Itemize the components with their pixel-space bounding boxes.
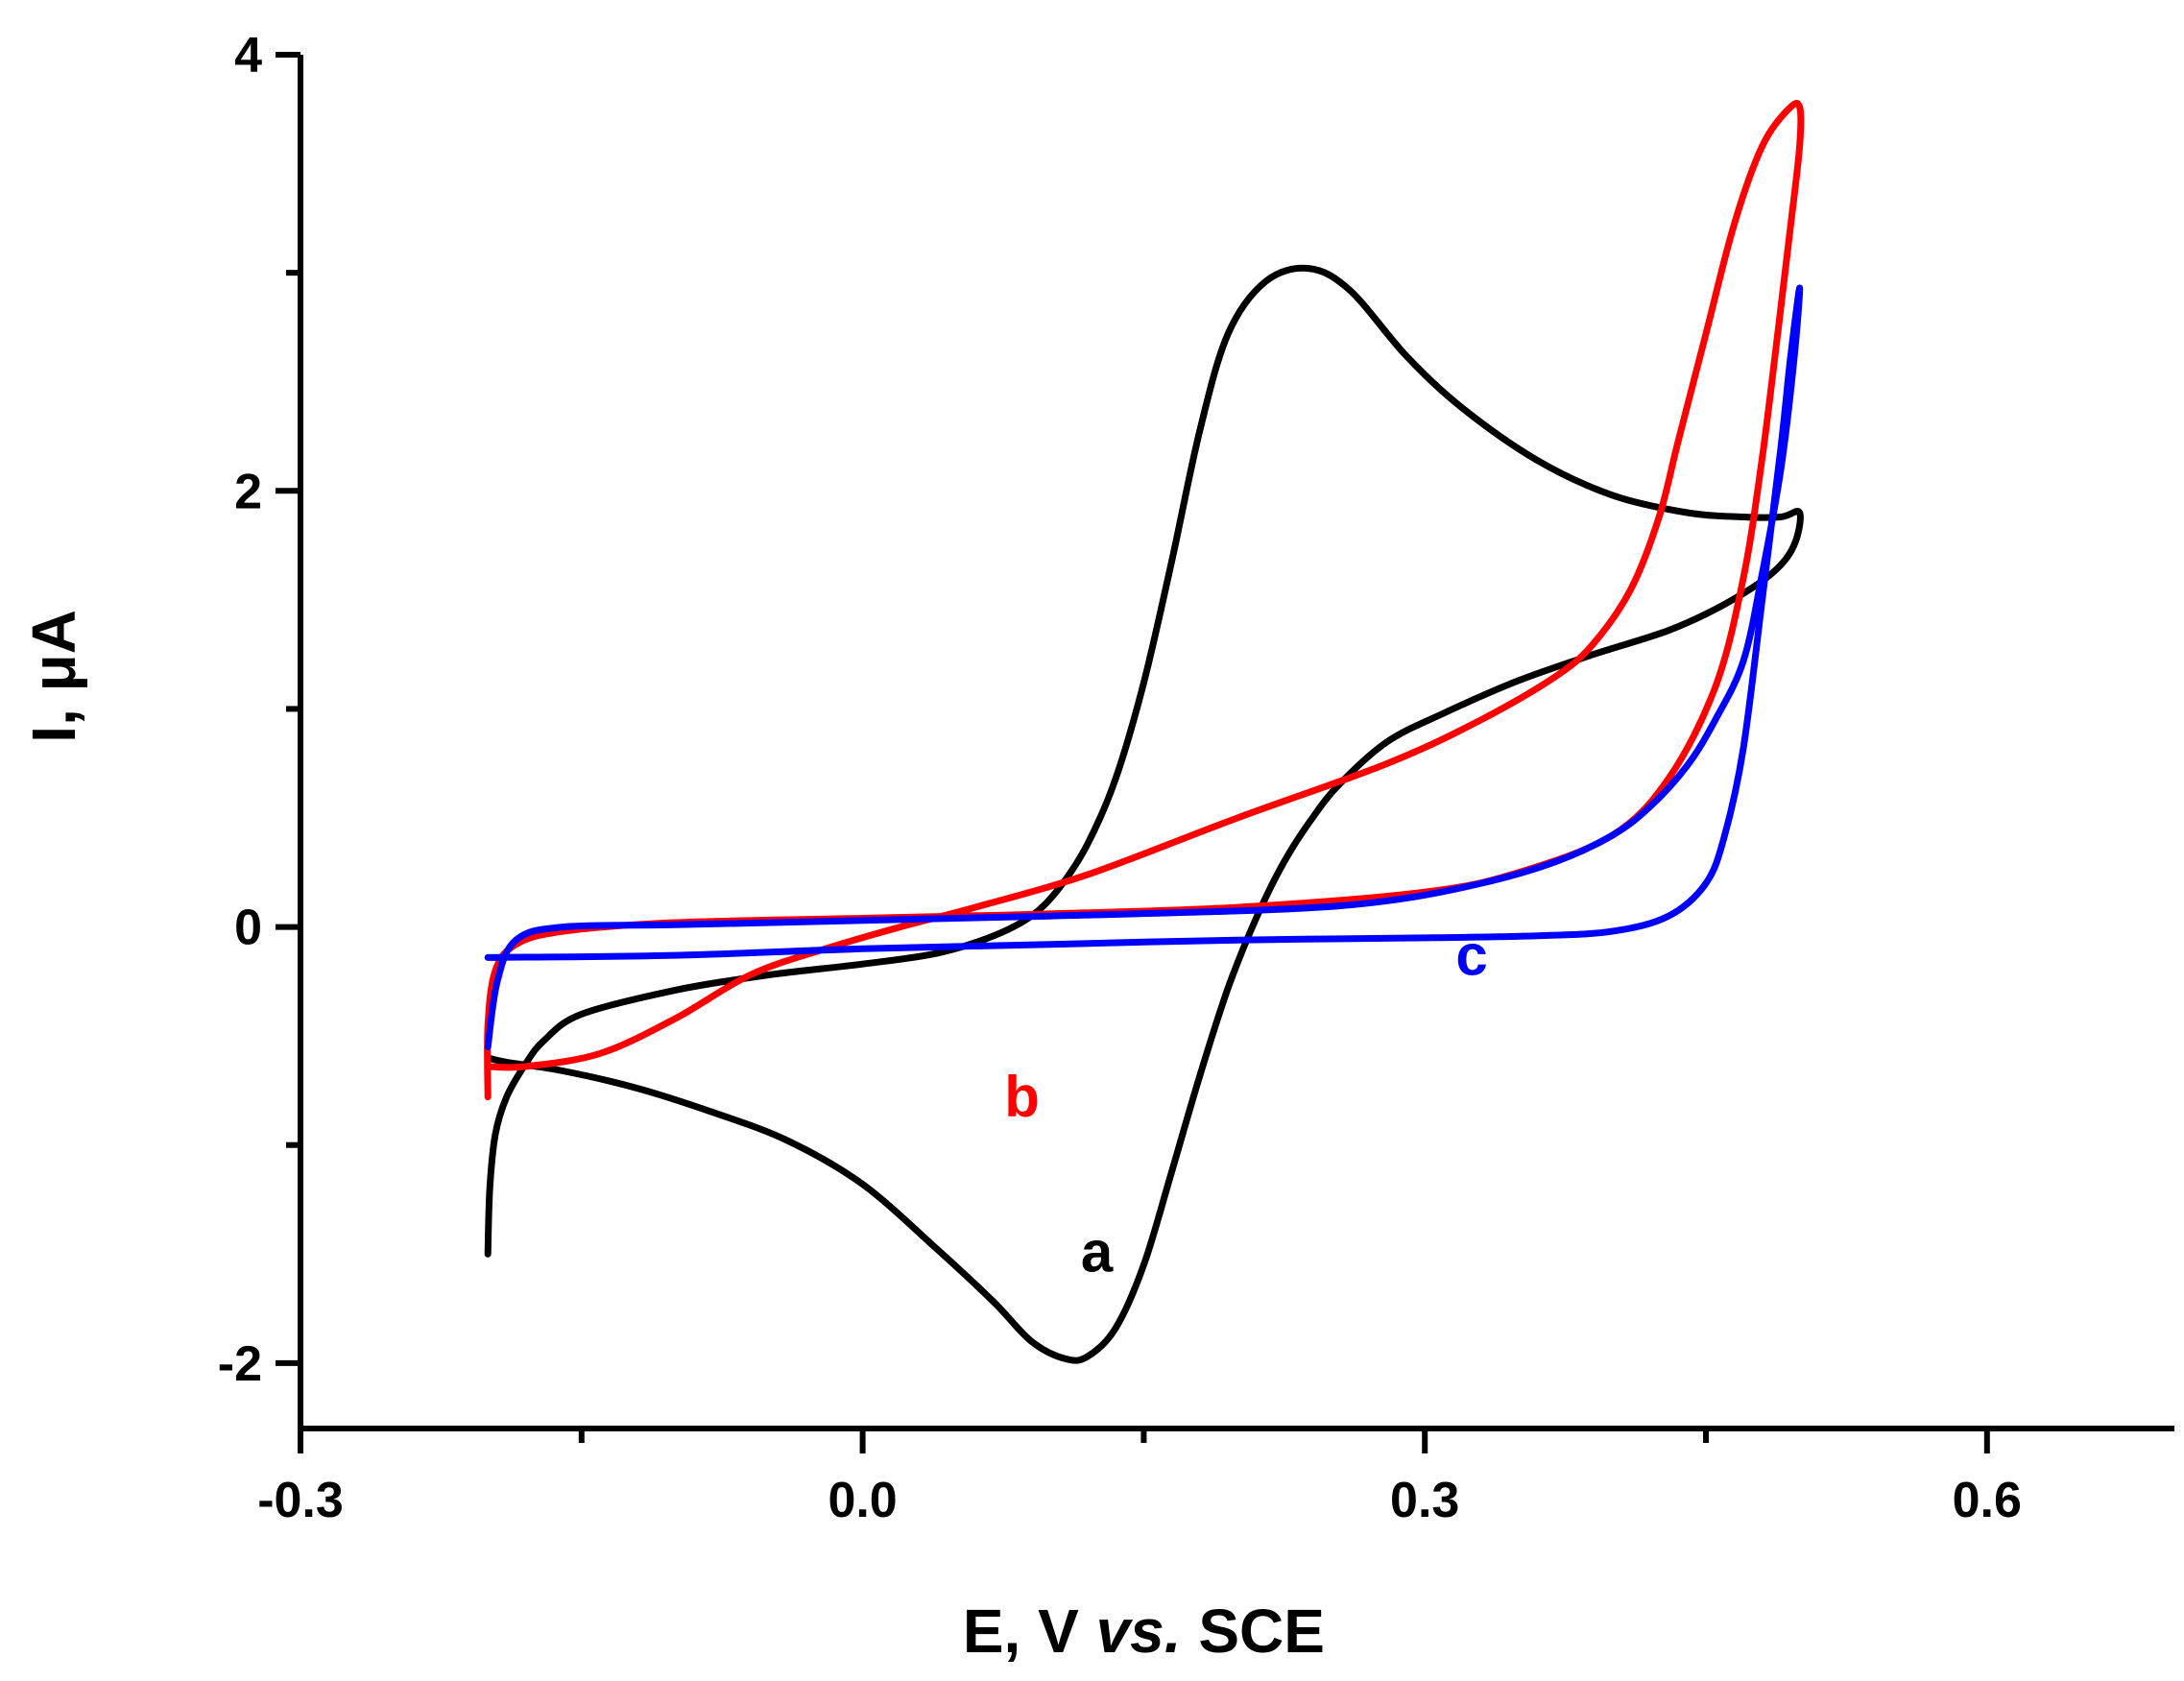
y-tick-label: -2 [218, 1336, 262, 1392]
x-axis-title-suffix: SCE [1182, 1597, 1325, 1666]
series-a-line [484, 264, 1804, 1364]
x-tick-label: -0.3 [257, 1473, 344, 1528]
curve-labels: a b c [1004, 924, 1487, 1285]
x-tick-label: 0.3 [1390, 1473, 1459, 1528]
axis-ticks [276, 52, 1990, 1453]
y-tick-label: 4 [234, 28, 262, 84]
axis-tick-labels: -0.3 0.0 0.3 0.6 -2 0 2 4 [218, 28, 2022, 1528]
series-b-line [484, 100, 1805, 1101]
series-a-label: a [1081, 1219, 1114, 1284]
series-c-label: c [1455, 924, 1487, 988]
series-c-line [484, 284, 1804, 1050]
x-tick-label: 0.6 [1953, 1473, 2022, 1528]
y-tick-label: 2 [234, 464, 262, 519]
y-axis-title: I, μA [19, 610, 88, 743]
x-axis-title-italic: vs. [1096, 1597, 1182, 1666]
series-b-label: b [1004, 1065, 1040, 1129]
x-tick-label: 0.0 [828, 1473, 897, 1528]
y-tick-label: 0 [234, 901, 262, 956]
x-axis-title-prefix: E, V [963, 1597, 1096, 1666]
x-axis-title: E, V vs. SCE [963, 1597, 1325, 1666]
curves-layer [484, 100, 1805, 1364]
